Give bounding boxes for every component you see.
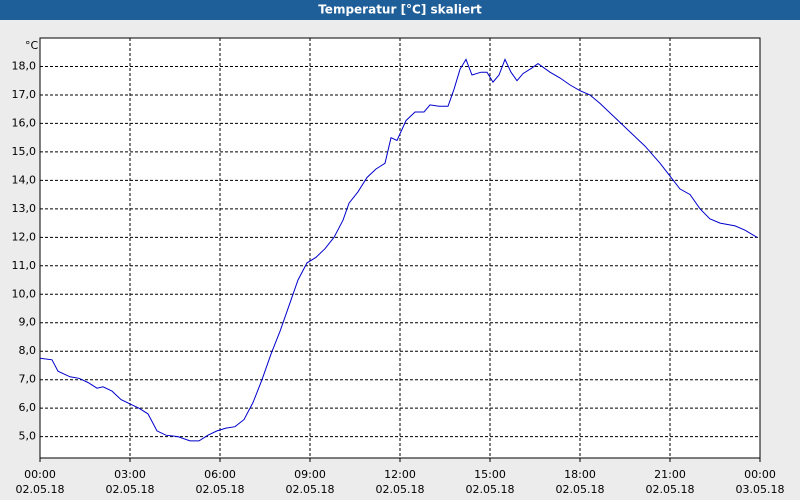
- unit-label: °C: [25, 39, 39, 52]
- y-tick-label: 15,0: [12, 145, 37, 158]
- y-tick-label: 10,0: [12, 287, 37, 300]
- y-tick-label: 9,0: [19, 316, 37, 329]
- x-tick-date: 02.05.18: [646, 483, 695, 496]
- y-tick-label: 5,0: [19, 430, 37, 443]
- y-tick-label: 16,0: [12, 116, 37, 129]
- y-tick-label: 12,0: [12, 230, 37, 243]
- x-tick-label: 15:00: [474, 468, 506, 481]
- x-tick-date: 02.05.18: [196, 483, 245, 496]
- x-tick-label: 09:00: [294, 468, 326, 481]
- x-tick-date: 02.05.18: [16, 483, 65, 496]
- x-tick-label: 12:00: [384, 468, 416, 481]
- x-tick-label: 00:00: [24, 468, 56, 481]
- y-tick-label: 8,0: [19, 344, 37, 357]
- y-tick-label: 18,0: [12, 59, 37, 72]
- y-tick-label: 14,0: [12, 173, 37, 186]
- y-tick-label: 7,0: [19, 373, 37, 386]
- x-tick-label: 18:00: [564, 468, 596, 481]
- x-tick-label: 21:00: [654, 468, 686, 481]
- x-tick-date: 02.05.18: [376, 483, 425, 496]
- x-tick-date: 03.05.18: [736, 483, 785, 496]
- y-tick-label: 13,0: [12, 202, 37, 215]
- x-tick-label: 00:00: [744, 468, 776, 481]
- temperature-line: [39, 58, 758, 442]
- x-tick-date: 02.05.18: [286, 483, 335, 496]
- y-tick-label: 6,0: [19, 401, 37, 414]
- chart-title: Temperatur [°C] skaliert: [318, 3, 482, 17]
- y-tick-label: 11,0: [12, 259, 37, 272]
- x-tick-date: 02.05.18: [106, 483, 155, 496]
- x-tick-date: 02.05.18: [466, 483, 515, 496]
- x-tick-label: 06:00: [204, 468, 236, 481]
- x-tick-label: 03:00: [114, 468, 146, 481]
- x-tick-date: 02.05.18: [556, 483, 605, 496]
- y-tick-label: 17,0: [12, 88, 37, 101]
- title-bar: [0, 0, 800, 20]
